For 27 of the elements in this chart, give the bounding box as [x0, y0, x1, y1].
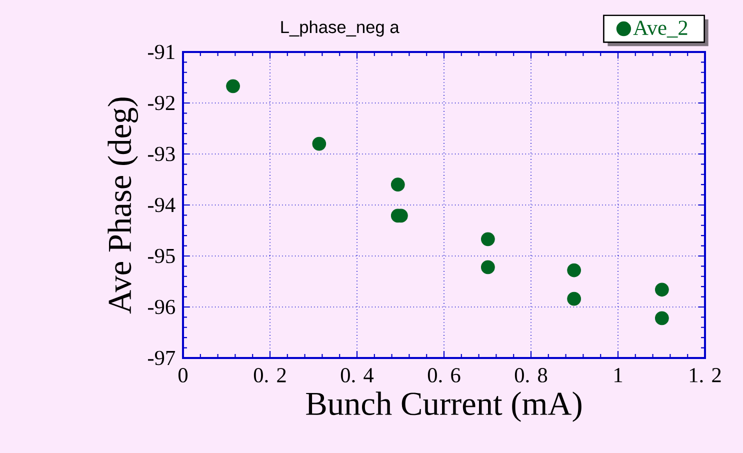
point: [567, 292, 581, 306]
y-tick-label: -92: [148, 96, 174, 110]
y-axis-title: Ave Phase (deg): [108, 98, 138, 314]
x-tick-label: 1. 2: [690, 368, 721, 382]
x-tick-label: 0. 8: [514, 368, 548, 383]
y-tick-label: -91: [148, 44, 174, 60]
y-tick-label: -96: [148, 300, 175, 314]
point: [654, 282, 669, 297]
x-tick-label: 0. 2: [254, 368, 286, 383]
y-tick-label: -93: [148, 146, 175, 162]
point: [567, 263, 581, 278]
x-tick-label: 0. 4: [340, 368, 374, 383]
x-tick-label: 0. 6: [428, 368, 460, 383]
point: [226, 79, 240, 94]
y-tick-label: -94: [148, 198, 176, 212]
x-tick-label: 1: [614, 368, 622, 382]
y-tick-label: -97: [148, 350, 176, 366]
point: [390, 178, 405, 192]
point: [480, 260, 495, 274]
x-tick-label: 0: [178, 368, 188, 382]
x-axis-title: Bunch Current (mA): [306, 392, 582, 422]
chart-title: L_phase_neg a: [281, 20, 400, 37]
point: [654, 311, 669, 326]
point: [312, 136, 326, 151]
legend-label: Ave_2: [633, 20, 688, 38]
y-tick-label: -95: [148, 248, 175, 264]
point: [480, 232, 495, 246]
